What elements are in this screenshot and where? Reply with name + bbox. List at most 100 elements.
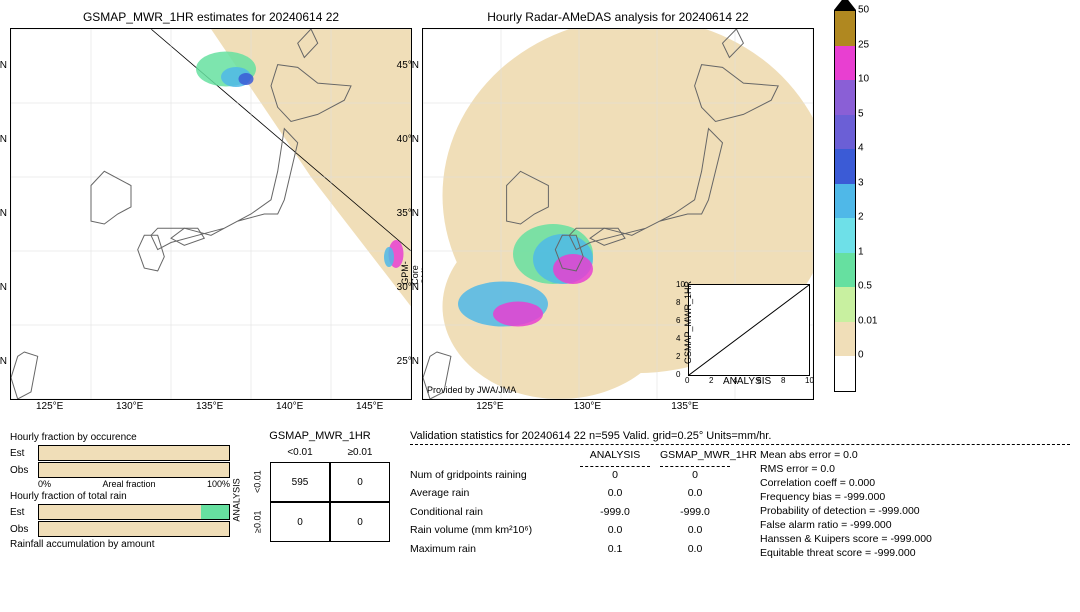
- total-title: Hourly fraction of total rain: [10, 491, 230, 502]
- stats-val-b: -999.0: [660, 506, 730, 523]
- cont-col-h: <0.01: [270, 442, 330, 462]
- stats-metric: Hanssen & Kuipers score = -999.000: [760, 533, 932, 545]
- colorbar-tick: 0.01: [858, 315, 877, 326]
- map1-ylabel: 30°N: [0, 282, 7, 293]
- stats-row-label: Num of gridpoints raining: [410, 469, 570, 486]
- inset-ytick: 8: [676, 298, 680, 307]
- colorbar: 502510543210.50.010: [834, 10, 884, 410]
- inset-ytick: 10: [676, 280, 685, 289]
- bar-track: [38, 504, 230, 520]
- cont-cell: 0: [330, 462, 390, 502]
- map2-box: ANALYSISGSMAP_MWR_1HR0022446688101025°N3…: [422, 28, 814, 400]
- axis-0: 0%: [38, 479, 51, 489]
- colorbar-segment: [835, 218, 855, 253]
- colorbar-tick: 0: [858, 350, 864, 361]
- map1-title: GSMAP_MWR_1HR estimates for 20240614 22: [10, 10, 412, 24]
- cont-title: GSMAP_MWR_1HR: [245, 430, 395, 442]
- colorbar-arrow: [834, 0, 856, 10]
- stats-metric: RMS error = 0.0: [760, 463, 932, 475]
- stats-metric: Probability of detection = -999.000: [760, 505, 932, 517]
- stats-val-a: 0.0: [580, 524, 650, 541]
- stats-col-h: ANALYSIS: [580, 449, 650, 467]
- map2-ylabel: 25°N: [397, 356, 419, 367]
- cont-col-h: ≥0.01: [330, 442, 390, 462]
- colorbar-segment: [835, 149, 855, 184]
- occ-row: Obs: [10, 462, 230, 478]
- colorbar-segment: [835, 253, 855, 288]
- tot-row: Obs: [10, 521, 230, 537]
- map2-ylabel: 45°N: [397, 60, 419, 71]
- inset-xtick: 10: [805, 376, 814, 385]
- cont-row-label: ANALYSIS: [232, 478, 242, 521]
- stats-val-b: 0.0: [660, 543, 730, 560]
- stats-val-b: 0.0: [660, 487, 730, 504]
- inset-xlabel: ANALYSIS: [723, 376, 771, 387]
- axis-1: 100%: [207, 479, 230, 489]
- colorbar-tick: 4: [858, 143, 864, 154]
- colorbar-segment: [835, 356, 855, 391]
- map2-ylabel: 40°N: [397, 134, 419, 145]
- inset-xtick: 6: [757, 376, 761, 385]
- occurrence-title: Hourly fraction by occurence: [10, 432, 230, 443]
- contingency: GSMAP_MWR_1HR <0.01≥0.01<0.015950≥0.0100…: [245, 430, 395, 559]
- inset-ytick: 6: [676, 316, 680, 325]
- cont-grid: <0.01≥0.01<0.015950≥0.0100: [245, 442, 395, 542]
- map1-ylabel: 25°N: [0, 356, 7, 367]
- map2-xlabel: 130°E: [574, 401, 601, 412]
- stats-metric: Equitable threat score = -999.000: [760, 547, 932, 559]
- colorbar-segment: [835, 115, 855, 150]
- colorbar-tick: 25: [858, 39, 869, 50]
- axis-title: Areal fraction: [102, 479, 155, 489]
- bar-track: [38, 445, 230, 461]
- stats-row-label: Average rain: [410, 487, 570, 504]
- map1-xlabel: 135°E: [196, 401, 223, 412]
- inset-xtick: 2: [709, 376, 713, 385]
- stats-title: Validation statistics for 20240614 22 n=…: [410, 430, 1070, 445]
- stats-val-a: 0.1: [580, 543, 650, 560]
- stats-val-b: 0.0: [660, 524, 730, 541]
- stats-row-label: Maximum rain: [410, 543, 570, 560]
- cont-cell: 0: [330, 502, 390, 542]
- bar-track: [38, 521, 230, 537]
- inset-xtick: 8: [781, 376, 785, 385]
- inset-ytick: 0: [676, 370, 680, 379]
- map1-ylabel: 45°N: [0, 60, 7, 71]
- colorbar-tick: 0.5: [858, 281, 872, 292]
- inset-xtick: 0: [685, 376, 689, 385]
- map2-xlabel: 135°E: [671, 401, 698, 412]
- colorbar-segment: [835, 11, 855, 46]
- colorbar-segment: [835, 184, 855, 219]
- map1-box: 25°N30°N35°N40°N45°N125°E130°E135°E140°E…: [10, 28, 412, 400]
- map1-panel: GSMAP_MWR_1HR estimates for 20240614 22 …: [10, 10, 412, 410]
- colorbar-tick: 5: [858, 108, 864, 119]
- stats-section: Validation statistics for 20240614 22 n=…: [410, 430, 1070, 559]
- colorbar-tick: 50: [858, 5, 869, 16]
- stats-row-label: Conditional rain: [410, 506, 570, 523]
- stats-metric: Correlation coeff = 0.000: [760, 477, 932, 489]
- cont-cell: 595: [270, 462, 330, 502]
- accum-title: Rainfall accumulation by amount: [10, 539, 230, 550]
- bar-label: Obs: [10, 465, 38, 476]
- stats-val-b: 0: [660, 469, 730, 486]
- bottom-row: Hourly fraction by occurence Est Obs 0% …: [10, 430, 1070, 559]
- stats-metric: False alarm ratio = -999.000: [760, 519, 932, 531]
- provided-label: Provided by JWA/JMA: [427, 385, 516, 395]
- colorbar-tick: 3: [858, 177, 864, 188]
- map2-title: Hourly Radar-AMeDAS analysis for 2024061…: [422, 10, 814, 24]
- cont-row-h: <0.01: [245, 462, 270, 502]
- inset-xtick: 4: [733, 376, 737, 385]
- map1-xlabel: 140°E: [276, 401, 303, 412]
- occurrence-axis: 0% Areal fraction 100%: [38, 479, 230, 489]
- stats-val-a: 0.0: [580, 487, 650, 504]
- stats-right: Mean abs error = 0.0 RMS error = 0.0 Corre…: [760, 449, 932, 559]
- map1-xlabel: 125°E: [36, 401, 63, 412]
- top-row: GSMAP_MWR_1HR estimates for 20240614 22 …: [10, 10, 1070, 410]
- stats-table: ANALYSISGSMAP_MWR_1HRNum of gridpoints r…: [410, 449, 730, 559]
- inset-ytick: 2: [676, 352, 680, 361]
- tot-row: Est: [10, 504, 230, 520]
- map2-xlabel: 125°E: [476, 401, 503, 412]
- colorbar-tick: 10: [858, 74, 869, 85]
- stats-metric: Mean abs error = 0.0: [760, 449, 932, 461]
- colorbar-segment: [835, 46, 855, 81]
- inset-ylabel: GSMAP_MWR_1HR: [683, 304, 693, 364]
